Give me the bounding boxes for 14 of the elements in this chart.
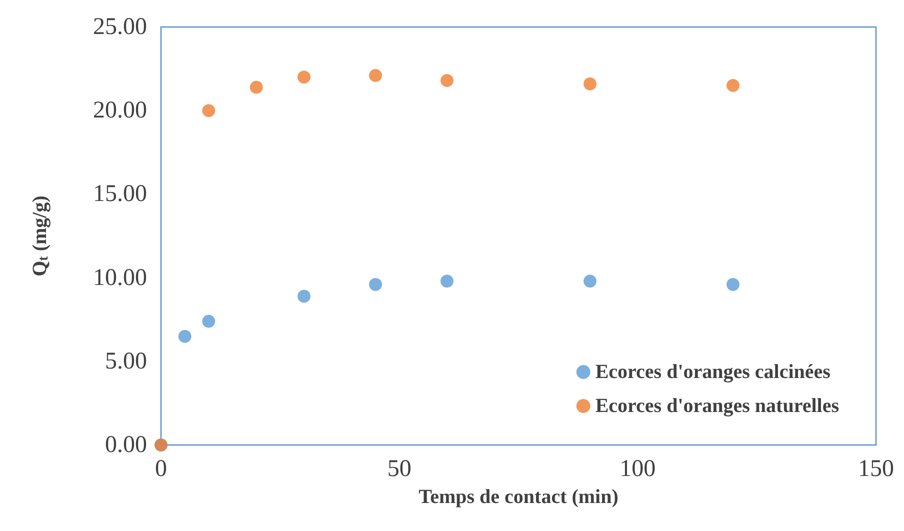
y-tick-label: 5.00 [105,348,147,374]
y-tick-label: 25.00 [93,14,147,40]
y-tick-label: 20.00 [93,98,147,124]
y-tick-label: 10.00 [93,264,147,291]
y-axis-title: Qt (mg/g) [29,196,52,276]
y-tick-label: 0.00 [105,432,147,458]
legend-label: Ecorces d'oranges naturelles [595,395,840,417]
x-axis-title: Temps de contact (min) [418,486,618,508]
legend-label: Ecorces d'oranges calcinées [595,361,831,383]
y-tick-label: 15.00 [93,181,147,208]
x-tick-label: 150 [858,456,894,482]
x-tick-label: 100 [620,456,656,482]
x-tick-label: 0 [155,456,167,482]
x-tick-label: 50 [387,456,412,482]
